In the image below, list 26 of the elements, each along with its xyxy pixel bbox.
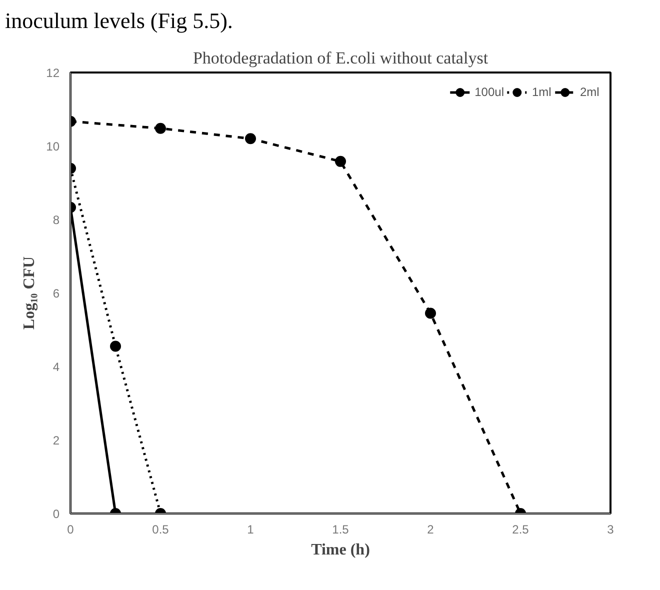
x-tick-label: 3	[607, 522, 614, 537]
point	[245, 134, 256, 145]
point	[425, 308, 436, 320]
point	[110, 341, 121, 352]
y-axis-title: Log₁₀ CFU	[21, 256, 38, 330]
legend-label: 2ml	[580, 85, 600, 100]
x-tick-label: 1	[247, 522, 254, 537]
chart-title: Photodegradation of E.coli without catalyst	[192, 48, 488, 68]
text: inoculum levels (Fig 5.5).	[5, 7, 233, 35]
x-tick-label: 2	[427, 522, 434, 537]
x-axis-title: Time (h)	[311, 542, 370, 559]
point	[335, 156, 346, 168]
x-tick-label: 0	[67, 522, 74, 537]
point	[155, 123, 166, 134]
legend-label: 1ml	[532, 85, 552, 100]
legend-label: 100ul	[474, 85, 504, 100]
y-tick-label: 2	[52, 434, 60, 448]
x-tick-label: 2.5	[512, 522, 530, 537]
y-tick-label: 4	[52, 360, 60, 374]
y-tick-label: 0	[52, 507, 60, 522]
y-tick-label: 8	[52, 213, 60, 228]
y-tick-label: 6	[52, 286, 60, 301]
x-tick-label: 1.5	[332, 522, 350, 537]
x-tick-label: 0.5	[152, 522, 170, 537]
y-tick-label: 10	[46, 140, 60, 154]
y-tick-label: 12	[46, 66, 60, 80]
